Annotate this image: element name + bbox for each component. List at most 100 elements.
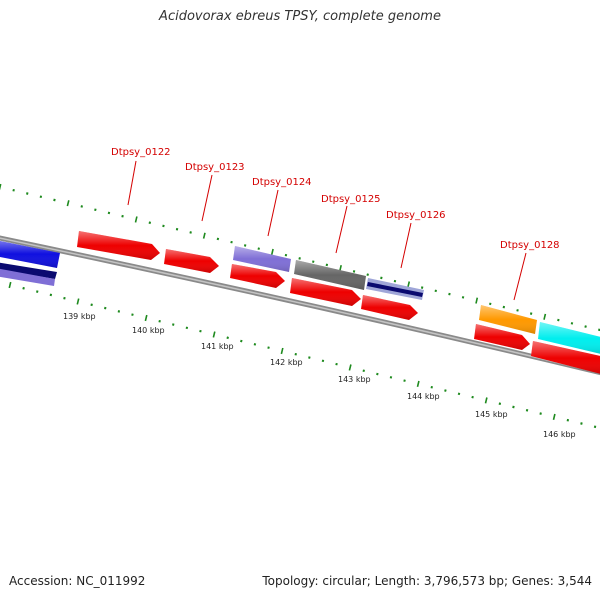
major-tick <box>348 364 352 371</box>
minor-tick <box>448 292 451 296</box>
minor-tick <box>104 306 107 310</box>
gene-label-dtpsy-0128[interactable]: Dtpsy_0128 <box>500 240 560 251</box>
gene-feature-dtpsy-0126[interactable] <box>366 278 424 300</box>
gene-feature-lower-4[interactable] <box>474 324 530 350</box>
major-tick <box>8 281 12 289</box>
gene-feature-dtpsy-0128[interactable] <box>479 305 537 334</box>
major-tick <box>270 248 274 255</box>
outer-tick-track <box>0 183 600 332</box>
gene-label-dtpsy-0122[interactable]: Dtpsy_0122 <box>111 147 171 158</box>
minor-tick <box>253 343 257 346</box>
minor-tick <box>444 389 447 392</box>
genome-backbone <box>0 235 600 376</box>
major-tick <box>416 380 420 387</box>
minor-tick <box>199 329 202 333</box>
gene-feature-dtpsy-0122[interactable] <box>77 231 160 260</box>
minor-tick <box>284 253 288 257</box>
gene-feature-dtpsy-0123[interactable] <box>164 249 219 273</box>
gene-feature-lower-1[interactable] <box>230 264 285 288</box>
major-tick <box>202 232 206 239</box>
minor-tick <box>298 257 301 260</box>
minor-tick <box>512 405 515 409</box>
minor-tick <box>430 385 433 389</box>
genome-summary-text: Topology: circular; Length: 3,796,573 bp… <box>262 574 592 588</box>
minor-tick <box>580 422 583 425</box>
map-title: Acidovorax ebreus TPSY, complete genome <box>159 9 441 24</box>
minor-tick <box>566 418 570 422</box>
minor-tick <box>570 322 574 325</box>
gene-feature-left-lavender[interactable] <box>0 268 55 286</box>
inner-tick-track <box>8 281 597 429</box>
major-tick <box>212 331 216 338</box>
major-tick <box>475 297 479 304</box>
minor-tick <box>489 302 492 306</box>
minor-tick <box>393 279 397 283</box>
minor-tick <box>498 402 502 406</box>
minor-tick <box>39 195 43 199</box>
gene-label-dtpsy-0123[interactable]: Dtpsy_0123 <box>185 162 245 173</box>
minor-tick <box>240 339 243 343</box>
gene-feature-lower-2[interactable] <box>290 278 361 306</box>
minor-tick <box>22 286 25 290</box>
minor-tick <box>185 326 189 330</box>
kbp-scale-labels: 139 kbp 140 kbp 141 kbp 142 kbp 143 kbp … <box>63 312 576 439</box>
minor-tick <box>525 408 529 412</box>
kbp-label: 140 kbp <box>132 326 165 335</box>
kbp-label: 142 kbp <box>270 358 303 367</box>
minor-tick <box>121 214 124 218</box>
minor-tick <box>362 369 365 373</box>
minor-tick <box>539 412 542 415</box>
minor-tick <box>389 376 393 379</box>
minor-tick <box>175 227 179 231</box>
minor-tick <box>94 208 97 212</box>
gene-feature-cyan[interactable] <box>538 322 600 355</box>
gene-labels: Dtpsy_0122 Dtpsy_0123 Dtpsy_0124 Dtpsy_0… <box>111 147 560 251</box>
minor-tick <box>12 188 15 192</box>
minor-tick <box>471 395 474 399</box>
kbp-label: 143 kbp <box>338 375 371 384</box>
minor-tick <box>267 346 270 349</box>
gene-label-dtpsy-0125[interactable]: Dtpsy_0125 <box>321 194 381 205</box>
minor-tick <box>36 290 39 293</box>
minor-tick <box>502 305 506 309</box>
major-tick <box>543 313 547 320</box>
minor-tick <box>90 303 93 307</box>
minor-tick <box>308 356 311 359</box>
gene-feature-left-blue[interactable] <box>0 240 60 268</box>
minor-tick <box>457 392 461 396</box>
gene-feature-dtpsy-0124[interactable] <box>233 246 291 272</box>
minor-tick <box>49 293 53 297</box>
kbp-label: 139 kbp <box>63 312 96 321</box>
minor-tick <box>593 425 597 429</box>
major-tick <box>280 347 284 355</box>
major-tick <box>134 216 138 223</box>
major-tick <box>407 281 411 288</box>
gene-label-dtpsy-0124[interactable]: Dtpsy_0124 <box>252 177 312 188</box>
major-tick <box>76 298 80 305</box>
minor-tick <box>598 328 600 332</box>
gene-feature-lower-5[interactable] <box>531 341 600 375</box>
minor-tick <box>107 211 111 215</box>
gene-label-lines <box>127 160 527 301</box>
major-tick <box>552 413 556 420</box>
minor-tick <box>80 205 83 208</box>
minor-tick <box>312 260 315 263</box>
minor-tick <box>420 286 424 289</box>
accession-text: Accession: NC_011992 <box>9 574 146 588</box>
kbp-label: 145 kbp <box>475 410 508 419</box>
minor-tick <box>366 273 369 276</box>
gene-feature-left-navy[interactable] <box>0 262 57 279</box>
minor-tick <box>63 296 66 300</box>
kbp-label: 141 kbp <box>201 342 234 351</box>
gene-feature-lower-3[interactable] <box>361 295 418 320</box>
gene-feature-dtpsy-0125[interactable] <box>294 260 366 290</box>
gene-label-dtpsy-0126[interactable]: Dtpsy_0126 <box>386 210 446 221</box>
kbp-label: 144 kbp <box>407 392 440 401</box>
minor-tick <box>53 198 56 202</box>
minor-tick <box>584 325 587 328</box>
minor-tick <box>461 296 465 299</box>
minor-tick <box>516 309 519 312</box>
minor-tick <box>148 221 152 225</box>
minor-tick <box>403 379 406 382</box>
minor-tick <box>321 359 325 363</box>
